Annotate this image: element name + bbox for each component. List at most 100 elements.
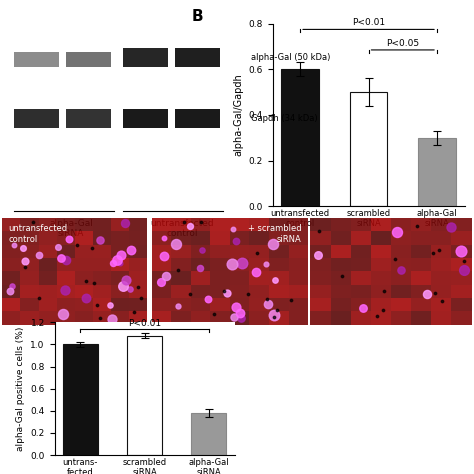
FancyBboxPatch shape bbox=[111, 311, 129, 325]
FancyBboxPatch shape bbox=[191, 231, 210, 245]
FancyBboxPatch shape bbox=[152, 245, 171, 258]
FancyBboxPatch shape bbox=[75, 285, 93, 298]
Point bbox=[57, 254, 64, 261]
FancyBboxPatch shape bbox=[269, 271, 289, 285]
Point bbox=[238, 259, 246, 267]
Text: + scrambled
siRNA: + scrambled siRNA bbox=[248, 225, 302, 244]
FancyBboxPatch shape bbox=[431, 218, 451, 231]
Point bbox=[54, 243, 62, 250]
Point bbox=[160, 234, 167, 242]
FancyBboxPatch shape bbox=[20, 258, 38, 271]
Point bbox=[180, 219, 188, 226]
Point bbox=[271, 276, 279, 284]
FancyBboxPatch shape bbox=[289, 231, 308, 245]
FancyBboxPatch shape bbox=[75, 258, 93, 271]
FancyBboxPatch shape bbox=[230, 258, 249, 271]
FancyBboxPatch shape bbox=[20, 245, 38, 258]
Point bbox=[172, 240, 180, 247]
Text: Gapdh (34 kDa): Gapdh (34 kDa) bbox=[251, 114, 318, 123]
FancyBboxPatch shape bbox=[431, 258, 451, 271]
Bar bbox=[63, 345, 98, 455]
Text: P<0.01: P<0.01 bbox=[128, 319, 161, 328]
FancyBboxPatch shape bbox=[391, 258, 411, 271]
FancyBboxPatch shape bbox=[269, 285, 289, 298]
FancyBboxPatch shape bbox=[249, 298, 269, 311]
FancyBboxPatch shape bbox=[38, 271, 56, 285]
FancyBboxPatch shape bbox=[371, 298, 391, 311]
Point bbox=[130, 309, 137, 316]
FancyBboxPatch shape bbox=[451, 298, 472, 311]
Point bbox=[127, 286, 134, 293]
Point bbox=[270, 313, 277, 321]
Point bbox=[196, 264, 203, 272]
FancyBboxPatch shape bbox=[93, 218, 111, 231]
FancyBboxPatch shape bbox=[351, 271, 371, 285]
FancyBboxPatch shape bbox=[210, 271, 230, 285]
Point bbox=[237, 314, 245, 321]
FancyBboxPatch shape bbox=[111, 258, 129, 271]
FancyBboxPatch shape bbox=[38, 231, 56, 245]
FancyBboxPatch shape bbox=[38, 258, 56, 271]
Point bbox=[224, 289, 231, 297]
FancyBboxPatch shape bbox=[56, 245, 75, 258]
Point bbox=[394, 228, 401, 236]
Point bbox=[29, 218, 37, 226]
FancyBboxPatch shape bbox=[411, 271, 431, 285]
FancyBboxPatch shape bbox=[2, 218, 20, 231]
FancyBboxPatch shape bbox=[75, 231, 93, 245]
FancyBboxPatch shape bbox=[152, 218, 171, 231]
FancyBboxPatch shape bbox=[331, 258, 351, 271]
Point bbox=[315, 251, 322, 259]
FancyBboxPatch shape bbox=[93, 245, 111, 258]
FancyBboxPatch shape bbox=[20, 298, 38, 311]
FancyBboxPatch shape bbox=[371, 311, 391, 325]
FancyBboxPatch shape bbox=[289, 258, 308, 271]
Point bbox=[186, 222, 193, 229]
Point bbox=[287, 296, 294, 304]
FancyBboxPatch shape bbox=[230, 298, 249, 311]
Point bbox=[21, 257, 29, 264]
Point bbox=[253, 250, 261, 257]
FancyBboxPatch shape bbox=[2, 298, 20, 311]
FancyBboxPatch shape bbox=[391, 231, 411, 245]
FancyBboxPatch shape bbox=[411, 245, 431, 258]
FancyBboxPatch shape bbox=[14, 109, 59, 128]
Point bbox=[137, 294, 145, 302]
FancyBboxPatch shape bbox=[310, 298, 331, 311]
FancyBboxPatch shape bbox=[93, 285, 111, 298]
FancyBboxPatch shape bbox=[351, 258, 371, 271]
FancyBboxPatch shape bbox=[371, 231, 391, 245]
FancyBboxPatch shape bbox=[391, 271, 411, 285]
FancyBboxPatch shape bbox=[210, 258, 230, 271]
FancyBboxPatch shape bbox=[210, 245, 230, 258]
FancyBboxPatch shape bbox=[20, 231, 38, 245]
Bar bbox=[281, 69, 319, 206]
FancyBboxPatch shape bbox=[371, 285, 391, 298]
Point bbox=[198, 246, 206, 254]
Point bbox=[229, 225, 237, 233]
Point bbox=[82, 277, 90, 284]
Point bbox=[106, 301, 114, 308]
Point bbox=[82, 294, 90, 302]
FancyBboxPatch shape bbox=[310, 311, 331, 325]
FancyBboxPatch shape bbox=[310, 271, 331, 285]
Point bbox=[447, 223, 455, 231]
FancyBboxPatch shape bbox=[191, 298, 210, 311]
Point bbox=[316, 227, 323, 235]
Point bbox=[65, 235, 73, 243]
FancyBboxPatch shape bbox=[2, 285, 20, 298]
FancyBboxPatch shape bbox=[289, 271, 308, 285]
Point bbox=[122, 276, 130, 283]
FancyBboxPatch shape bbox=[431, 245, 451, 258]
FancyBboxPatch shape bbox=[351, 245, 371, 258]
FancyBboxPatch shape bbox=[249, 285, 269, 298]
Text: untransfected
control: untransfected control bbox=[151, 219, 214, 238]
FancyBboxPatch shape bbox=[310, 245, 331, 258]
FancyBboxPatch shape bbox=[210, 298, 230, 311]
FancyBboxPatch shape bbox=[171, 231, 191, 245]
FancyBboxPatch shape bbox=[56, 231, 75, 245]
FancyBboxPatch shape bbox=[249, 218, 269, 231]
FancyBboxPatch shape bbox=[20, 271, 38, 285]
FancyBboxPatch shape bbox=[230, 245, 249, 258]
Bar bbox=[418, 138, 456, 206]
